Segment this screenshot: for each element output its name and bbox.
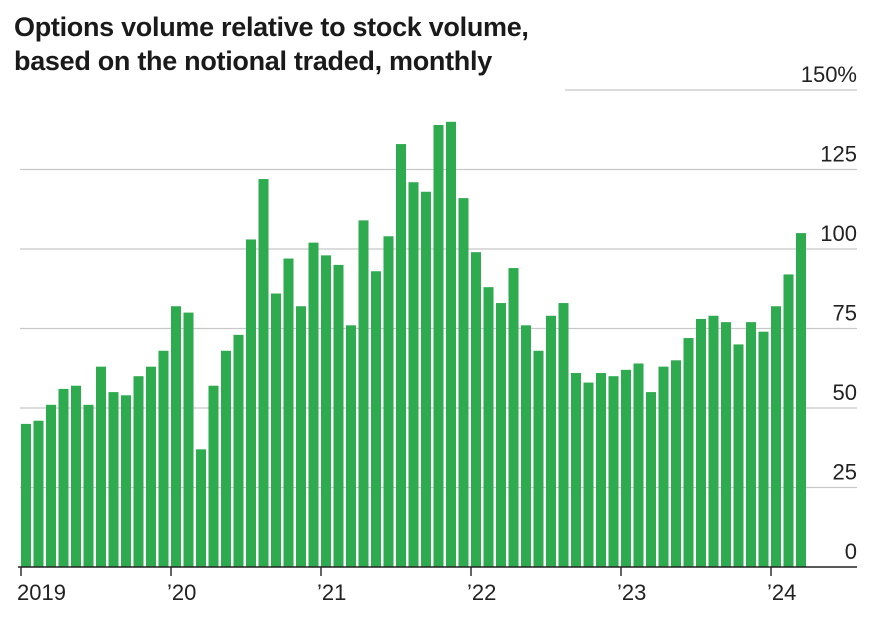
bar-2019-07 [96, 366, 106, 567]
y-tick-label: 150% [801, 62, 857, 87]
bar-2020-03 [196, 449, 206, 567]
bar-2019-03 [46, 404, 56, 567]
bar-2023-06 [683, 338, 694, 567]
bar-2021-06 [383, 236, 394, 567]
bar-2019-08 [108, 392, 119, 567]
bar-2023-02 [633, 363, 644, 567]
x-tick-label: ’22 [467, 580, 496, 605]
bar-2019-09 [121, 395, 131, 567]
bar-2022-06 [533, 350, 544, 567]
bar-2024-01 [771, 306, 781, 567]
bar-2022-02 [483, 287, 494, 567]
bar-2022-11 [596, 373, 606, 567]
x-tick-label: ’20 [167, 580, 196, 605]
bar-2021-10 [433, 124, 444, 567]
bar-2023-03 [646, 392, 656, 567]
bar-2022-10 [583, 382, 594, 567]
bar-2021-05 [371, 271, 381, 567]
bar-2024-02 [783, 274, 794, 567]
bar-2023-12 [758, 331, 769, 567]
bar-2020-05 [221, 350, 231, 567]
chart-title-line-1: Options volume relative to stock volume, [14, 12, 529, 42]
bar-2022-03 [496, 303, 506, 567]
bar-2019-05 [71, 385, 81, 567]
bar-2020-07 [246, 239, 256, 567]
bar-2021-09 [421, 191, 431, 567]
x-axis: 2019 ’20 ’21 ’22 ’23 ’24 [17, 566, 857, 605]
y-tick-label: 50 [833, 380, 857, 405]
bar-2021-08 [408, 182, 419, 567]
bar-2019-12 [158, 350, 169, 567]
chart-title-line-2: based on the notional traded, monthly [14, 46, 492, 76]
bar-2020-08 [258, 179, 269, 568]
bar-2022-09 [571, 373, 581, 567]
x-tick-label: ’24 [767, 580, 796, 605]
bar-2021-11 [446, 121, 456, 568]
bar-2019-06 [83, 404, 94, 567]
bar-2020-01 [171, 306, 181, 567]
bar-2022-07 [546, 315, 556, 567]
bar-2019-01 [21, 423, 31, 567]
y-tick-label: 25 [833, 460, 857, 485]
bar-2022-01 [471, 252, 481, 567]
y-tick-label: 0 [845, 539, 857, 564]
bar-2019-04 [58, 388, 69, 567]
bar-2020-02 [183, 312, 194, 567]
bar-2021-07 [396, 144, 406, 567]
bar-2022-08 [558, 303, 569, 567]
bar-2022-12 [608, 376, 619, 567]
bar-2020-06 [233, 334, 244, 567]
bar-2023-10 [733, 344, 744, 567]
bar-2020-09 [271, 293, 281, 567]
bar-2023-01 [621, 369, 631, 567]
bar-2021-03 [346, 325, 356, 567]
bar-2019-11 [146, 366, 156, 567]
bar-2022-05 [521, 325, 531, 567]
bar-2024-03 [796, 233, 806, 567]
x-tick-label: ’23 [617, 580, 646, 605]
bar-2019-02 [33, 420, 44, 567]
bar-2023-09 [721, 322, 731, 567]
bar-2023-05 [671, 360, 681, 567]
bar-2021-12 [458, 198, 469, 567]
y-tick-label: 125 [820, 142, 857, 167]
bar-2021-04 [358, 220, 369, 567]
y-tick-label: 75 [833, 301, 857, 326]
y-axis-labels: 0 25 50 75 100 125 150% [801, 62, 857, 564]
bar-2023-08 [708, 315, 719, 567]
bar-2021-01 [321, 255, 331, 568]
bar-2019-10 [133, 376, 144, 567]
bar-2020-12 [308, 242, 319, 567]
bar-2020-10 [283, 258, 294, 567]
bar-2022-04 [508, 268, 519, 567]
y-tick-label: 100 [820, 221, 857, 246]
x-tick-label: 2019 [17, 580, 66, 605]
bar-2020-04 [208, 385, 219, 567]
bar-series [21, 121, 806, 568]
bar-2023-11 [746, 322, 756, 567]
bar-2023-07 [696, 318, 706, 567]
bar-2023-04 [658, 366, 669, 567]
bar-2021-02 [333, 264, 344, 567]
chart-title: Options volume relative to stock volume,… [14, 10, 529, 78]
x-tick-label: ’21 [317, 580, 346, 605]
bar-2020-11 [296, 306, 306, 567]
